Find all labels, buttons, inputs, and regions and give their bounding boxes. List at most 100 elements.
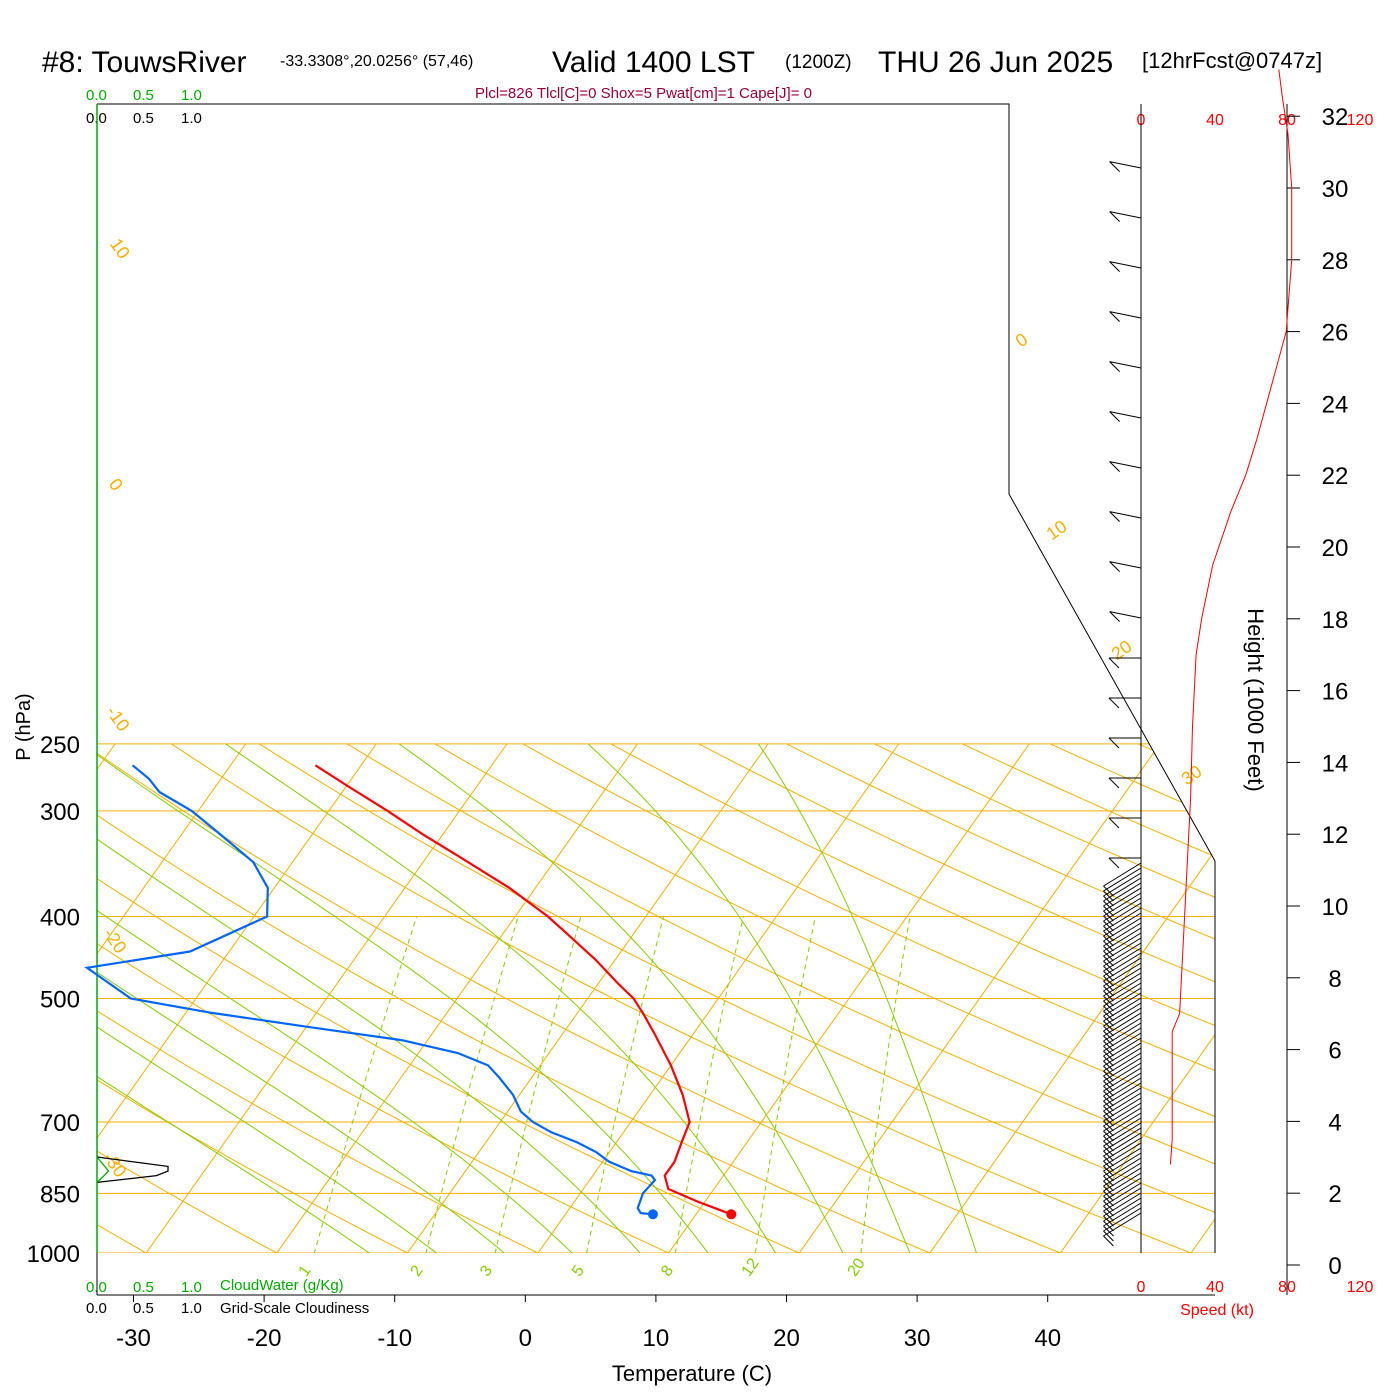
- moist-adiabat: [97, 743, 722, 1253]
- wind-barb-feather: [1103, 895, 1114, 907]
- dry-adiabat: [97, 743, 576, 1253]
- wind-barb-feather: [1103, 1060, 1114, 1072]
- wind-barb-feather: [1103, 925, 1114, 937]
- plot-area: 1 2 3 5 8 12 20100-10-20-300102030250300400500…: [27, 69, 1348, 1352]
- height-tick-label: 0: [1328, 1253, 1341, 1280]
- surface-temperature-point: [726, 1209, 737, 1220]
- temperature-tick-label: 40: [1034, 1325, 1061, 1352]
- surface-dewpoint-point: [647, 1209, 658, 1220]
- wind-barb-feather: [1103, 1165, 1114, 1177]
- pressure-tick-label: 1000: [27, 1241, 80, 1268]
- cloud-water-top-tick-1: 0.5: [133, 87, 154, 104]
- wind-barb-feather: [1103, 1115, 1114, 1127]
- temperature-profile: [314, 764, 732, 1216]
- station-coords: -33.3308°,20.0256° (57,46): [280, 53, 473, 70]
- wind-barb-feather: [1103, 1200, 1114, 1212]
- wind-barb: [1109, 611, 1142, 619]
- wind-barb-feather: [1108, 857, 1120, 869]
- pressure-ticks: 250 300 400 500 700 850 1000: [27, 732, 80, 1268]
- speed-top-tick-3: 120: [1347, 112, 1374, 129]
- wind-barb-feather: [1103, 1010, 1114, 1022]
- wind-barb: [1109, 161, 1142, 169]
- cloud-water-bottom-tick-0: 0.0: [86, 1279, 107, 1296]
- wind-barb-feather: [1103, 905, 1114, 917]
- wind-barb-feather: [1108, 737, 1120, 749]
- moist-adiabat: [97, 743, 395, 1253]
- cloud-water-top-tick-0: 0.0: [86, 87, 107, 104]
- height-tick-label: 16: [1322, 679, 1349, 706]
- wind-barb-feather: [1109, 361, 1120, 372]
- wind-barb-feather: [1103, 890, 1114, 902]
- mixing-ratio-line: [858, 916, 911, 1253]
- wind-barb-feather: [1103, 1175, 1114, 1187]
- wind-barb: [1109, 361, 1142, 369]
- speed-bottom-tick-3: 120: [1347, 1279, 1374, 1296]
- wind-barb-feather: [1109, 561, 1120, 572]
- valid-date: THU 26 Jun 2025: [878, 46, 1113, 79]
- height-tick-label: 18: [1322, 607, 1349, 634]
- wind-barb: [1109, 411, 1142, 419]
- wind-barb-feather: [1103, 1215, 1114, 1227]
- dewpoint-profile: [84, 764, 657, 1216]
- height-tick-label: 4: [1328, 1109, 1341, 1136]
- mixing-ratio-line: [671, 916, 744, 1253]
- wind-barb-feather: [1103, 1230, 1114, 1242]
- wind-barb-feather: [1103, 955, 1114, 967]
- dry-adiabat: [171, 743, 1215, 1253]
- wind-barb-feather: [1103, 1040, 1114, 1052]
- speed-top-tick-1: 40: [1206, 112, 1224, 129]
- height-tick-label: 2: [1328, 1181, 1341, 1208]
- wind-barb-feather: [1103, 910, 1114, 922]
- wind-barb-feather: [1103, 1075, 1114, 1087]
- wind-barb-feather: [1103, 990, 1114, 1002]
- pressure-tick-label: 850: [40, 1181, 80, 1208]
- wind-barb-feather: [1103, 1225, 1114, 1237]
- speed-bottom-tick-0: 0: [1137, 1279, 1146, 1296]
- wind-barb-feather: [1109, 611, 1120, 622]
- dry-adiabat: [97, 743, 311, 1253]
- wind-barb-feather: [1103, 1050, 1114, 1062]
- wind-barb-feather: [1103, 1160, 1114, 1172]
- wind-barb-feather: [1109, 461, 1120, 472]
- wind-barb-feather: [1103, 1190, 1114, 1202]
- mixing-ratio-line: [752, 916, 816, 1253]
- wind-barb-feather: [1103, 935, 1114, 947]
- wind-barb-feather: [1109, 311, 1120, 322]
- height-tick-label: 10: [1322, 894, 1349, 921]
- wind-barb-feather: [1103, 940, 1114, 952]
- wind-barb-feather: [1103, 1020, 1114, 1032]
- zulu-time: (1200Z): [785, 52, 852, 73]
- temperature-tick-label: -20: [247, 1325, 282, 1352]
- height-tick-label: 14: [1322, 750, 1349, 777]
- station-title: #8: TouwsRiver: [42, 46, 247, 79]
- dry-adiabat: [97, 743, 709, 1253]
- dry-adiabat: [347, 743, 1215, 1253]
- plot-frame: [97, 103, 1216, 1253]
- dry-adiabat: [97, 743, 1106, 1253]
- wind-barb-feather: [1103, 1095, 1114, 1107]
- wind-barb-feather: [1103, 1055, 1114, 1067]
- wind-barb-feather: [1103, 1220, 1114, 1232]
- cloudiness-label: Grid-Scale Cloudiness: [220, 1300, 369, 1317]
- wind-barb-feather: [1103, 1015, 1114, 1027]
- y-axis-title: P (hPa): [13, 693, 35, 760]
- moist-adiabat: [758, 743, 983, 1253]
- wind-barb-feather: [1108, 697, 1120, 709]
- mixing-ratio-line: [490, 916, 582, 1253]
- wind-barb-feather: [1103, 920, 1114, 932]
- speed-bottom-tick-1: 40: [1206, 1279, 1224, 1296]
- wind-barb-feather: [1103, 1030, 1114, 1042]
- wind-barb-feather: [1103, 965, 1114, 977]
- isotherm-line: [394, 743, 769, 1253]
- wind-barb-feather: [1103, 1005, 1114, 1017]
- height-axis-title: Height (1000 Feet): [1243, 608, 1268, 791]
- cloud-water-profile: [96, 1156, 110, 1183]
- cloudiness-top-tick-1: 0.5: [133, 110, 154, 127]
- wind-barb-feather: [1103, 1090, 1114, 1102]
- wind-barb-feather: [1103, 930, 1114, 942]
- wind-barb-feather: [1103, 960, 1114, 972]
- wind-barb-feather: [1103, 1000, 1114, 1012]
- speed-axis-label: Speed (kt): [1180, 1302, 1254, 1319]
- height-tick-label: 30: [1322, 176, 1349, 203]
